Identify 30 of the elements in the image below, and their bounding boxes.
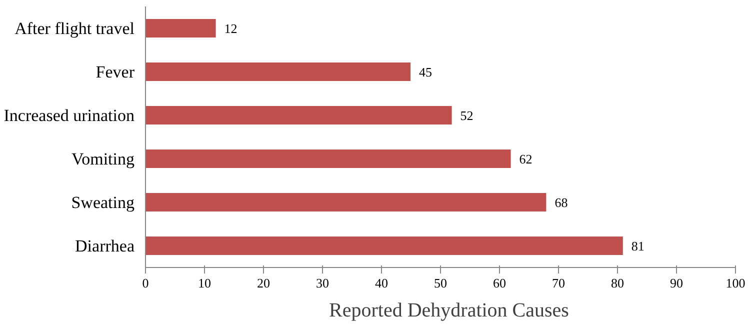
y-tick-label: Sweating <box>71 192 135 212</box>
x-tick-label: 0 <box>142 276 149 290</box>
x-tick-label: 30 <box>316 276 329 290</box>
bar <box>146 235 624 256</box>
x-tick-label: 80 <box>611 276 624 290</box>
x-tick-label: 20 <box>257 276 270 290</box>
y-tick-label: After flight travel <box>14 18 135 38</box>
y-tick-label: Increased urination <box>4 106 135 125</box>
text: Reported Dehydration Causes <box>329 300 569 322</box>
y-tick-label: Diarrhea <box>75 236 135 256</box>
bar <box>146 104 453 126</box>
data-label: 62 <box>519 151 532 166</box>
x-tick-label: 60 <box>493 276 506 290</box>
y-tick-label: Vomiting <box>72 149 135 168</box>
data-label: 12 <box>224 20 238 36</box>
data-label: 52 <box>460 108 474 123</box>
y-tick-label: Fever <box>96 62 135 82</box>
bar <box>146 61 412 82</box>
bar <box>146 18 217 39</box>
data-label: 81 <box>631 238 644 254</box>
data-label: 68 <box>554 194 568 210</box>
x-tick-label: 70 <box>552 276 565 290</box>
x-tick-label: 100 <box>726 276 746 290</box>
bar <box>146 148 512 170</box>
data-label: 45 <box>419 64 432 80</box>
x-tick-label: 40 <box>375 276 388 290</box>
x-tick-label: 10 <box>198 276 211 290</box>
x-tick-label: 50 <box>434 276 447 290</box>
x-tick-label: 90 <box>670 276 683 290</box>
bar <box>146 192 548 213</box>
